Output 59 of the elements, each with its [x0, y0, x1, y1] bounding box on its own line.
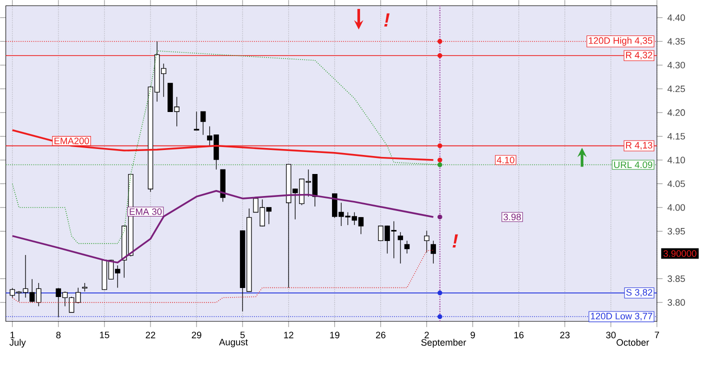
point [438, 38, 442, 44]
text: August [219, 338, 248, 348]
ref-line-label: R 4,32 [626, 52, 652, 60]
ref-line-label: 120D Low 3,77 [590, 312, 652, 320]
x-tick-label: 23 [560, 332, 570, 338]
x-tick-label: 12 [284, 332, 294, 338]
point [438, 53, 442, 58]
y-tick-label: 4.10 [667, 156, 685, 164]
annotation: 3.98 [504, 214, 521, 220]
y-tick-label: 3.80 [668, 299, 685, 306]
annotation: 4.10 [496, 156, 514, 164]
y-tick-label: 3.85 [668, 275, 685, 282]
point [438, 290, 442, 296]
x-tick-label: 1 [10, 332, 14, 338]
candlestick [404, 240, 410, 254]
text: October [616, 338, 650, 346]
x-tick-label: 7 [654, 332, 660, 338]
line-series [12, 190, 434, 264]
ref-line-label: URL 4.09 [614, 161, 652, 168]
y-tick-label: 4.20 [667, 109, 685, 116]
candlestick [200, 111, 206, 136]
x-tick-label: 9 [470, 332, 475, 338]
ref-line-label: R 4,13 [626, 142, 652, 150]
x-tick-label: 30 [606, 332, 616, 338]
x-tick-label: 22 [146, 332, 156, 338]
x-tick-label: 26 [376, 332, 386, 338]
point [438, 143, 442, 148]
y-tick-label: 4.40 [667, 14, 685, 21]
point [438, 314, 442, 319]
x-tick-label: 16 [514, 332, 524, 338]
point [438, 158, 442, 162]
x-tick-label: 29 [192, 332, 202, 338]
candlestick [398, 232, 404, 264]
y-tick-label: 4.30 [667, 62, 685, 68]
annotation: ! [384, 13, 390, 26]
x-tick-label: 2 [424, 332, 429, 338]
text: September [421, 338, 466, 348]
y-tick-label: 4.35 [667, 38, 685, 45]
series-label: EMA200 [54, 138, 90, 144]
point [438, 162, 442, 168]
y-tick-label: 4.00 [667, 204, 685, 211]
candlestick [424, 230, 430, 253]
x-tick-label: 5 [240, 332, 245, 338]
point [438, 214, 442, 220]
y-tick-label: 4.15 [667, 132, 685, 140]
y-tick-label: 3.95 [668, 228, 685, 234]
ref-line-label: S 3,82 [626, 289, 652, 297]
x-tick-label: 15 [100, 332, 110, 338]
x-tick-label: 8 [56, 332, 61, 338]
annotation: ! [452, 234, 458, 248]
text: 3.90000 [664, 250, 696, 257]
series-label: EMA 30 [130, 208, 162, 215]
candlestick [430, 240, 436, 264]
y-tick-label: 4.25 [667, 85, 685, 92]
y-tick-label: 4.05 [667, 180, 685, 187]
candlestick [194, 111, 200, 131]
text: July [9, 338, 26, 348]
x-tick-label: 19 [330, 332, 340, 338]
ref-line-label: 120D High 4,35 [588, 36, 652, 46]
